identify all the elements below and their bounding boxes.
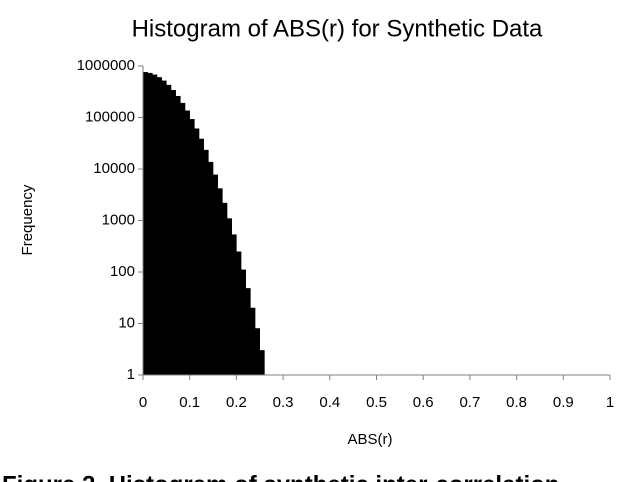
x-axis-label: ABS(r) [348,431,393,448]
bar [226,218,232,376]
y-tick-label: 10 [118,314,135,331]
bar [240,269,246,376]
x-tick-label: 0.6 [413,394,434,411]
y-tick-label: 1000 [102,211,135,228]
x-tick-label: 0.8 [506,394,527,411]
x-tick-label: 0.2 [226,394,247,411]
x-tick-label: 0.9 [553,394,574,411]
x-tick-label: 0.7 [459,394,480,411]
x-tick-label: 0.1 [179,394,200,411]
bar [156,77,162,376]
y-tick-label: 1000000 [77,57,135,74]
y-axis-label: Frequency [19,184,36,255]
x-tick-label: 0.5 [366,394,387,411]
bar [222,202,228,376]
bar [198,138,204,376]
bar [142,72,148,376]
bar [250,307,256,376]
bar [245,288,251,376]
bar [208,161,214,376]
y-tick-label: 10000 [93,160,135,177]
chart-title: Histogram of ABS(r) for Synthetic Data [132,15,543,42]
y-tick-label: 100000 [85,108,135,125]
bar [175,95,181,376]
bar [254,328,261,376]
x-tick-label: 0 [139,394,147,411]
bar [194,128,200,376]
bar [147,72,153,376]
x-tick-label: 1 [606,394,614,411]
y-tick-label: 1 [127,366,135,383]
bar [161,80,167,376]
bar [184,110,190,376]
y-tick-label: 100 [110,263,135,280]
bar [152,74,158,376]
bar [189,119,195,376]
x-tick-label: 0.3 [273,394,294,411]
x-tick-label: 0.4 [319,394,340,411]
bar [166,84,172,376]
bar [236,251,242,376]
bar [231,234,237,376]
bar [170,90,176,376]
bar [259,350,265,376]
bar [203,149,209,376]
bar [217,188,223,376]
bar [180,102,186,376]
bar [212,174,218,376]
figure-caption: Figure 2. Histogram of synthetic inter-c… [2,471,559,482]
